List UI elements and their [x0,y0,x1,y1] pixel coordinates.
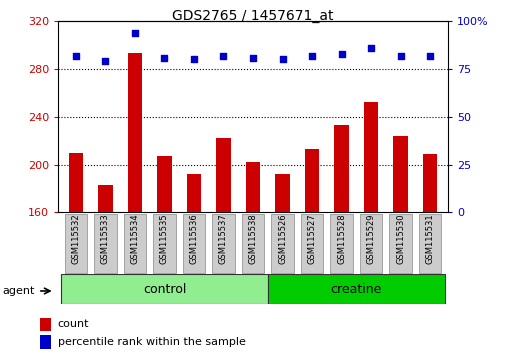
FancyBboxPatch shape [418,214,440,273]
FancyBboxPatch shape [212,214,234,273]
Bar [275,174,289,354]
FancyBboxPatch shape [359,214,382,273]
Text: GSM115536: GSM115536 [189,214,198,264]
FancyBboxPatch shape [61,274,267,304]
FancyBboxPatch shape [241,214,264,273]
Text: GSM115535: GSM115535 [160,214,169,264]
Point [366,45,374,51]
Text: control: control [142,283,186,296]
Point [101,58,109,64]
Bar [157,156,172,354]
Bar [304,149,319,354]
Point [308,53,316,58]
FancyBboxPatch shape [182,214,205,273]
Text: percentile rank within the sample: percentile rank within the sample [58,337,245,347]
Point [396,53,404,58]
Text: GSM115528: GSM115528 [336,214,345,264]
FancyBboxPatch shape [330,214,352,273]
Bar [98,185,113,354]
Text: creatine: creatine [330,283,381,296]
Text: GSM115533: GSM115533 [100,214,110,264]
Text: GSM115530: GSM115530 [395,214,405,264]
FancyBboxPatch shape [300,214,323,273]
Text: GSM115531: GSM115531 [425,214,434,264]
Point [425,53,433,58]
Bar [216,138,230,354]
Point [160,55,168,61]
Text: count: count [58,319,89,329]
FancyBboxPatch shape [389,214,411,273]
Point [72,53,80,58]
Bar [68,153,83,354]
Point [248,55,257,61]
Text: GSM115534: GSM115534 [130,214,139,264]
Bar [245,162,260,354]
FancyBboxPatch shape [123,214,146,273]
FancyBboxPatch shape [65,214,87,273]
Text: GSM115532: GSM115532 [71,214,80,264]
Text: agent: agent [3,286,35,296]
FancyBboxPatch shape [94,214,116,273]
Bar [127,53,142,354]
Point [189,57,197,62]
Point [219,53,227,58]
FancyBboxPatch shape [153,214,175,273]
Point [337,51,345,57]
FancyBboxPatch shape [271,214,293,273]
FancyBboxPatch shape [267,274,444,304]
Bar [392,136,407,354]
Bar [363,102,378,354]
Bar [333,125,348,354]
Bar [40,318,51,331]
Text: GSM115537: GSM115537 [219,214,228,264]
Text: GSM115538: GSM115538 [248,214,257,264]
Bar [186,174,201,354]
Point [278,57,286,62]
Text: GSM115527: GSM115527 [307,214,316,264]
Point [131,30,139,35]
Text: GSM115526: GSM115526 [277,214,286,264]
Text: GDS2765 / 1457671_at: GDS2765 / 1457671_at [172,9,333,23]
Bar [40,335,51,349]
Text: GSM115529: GSM115529 [366,214,375,264]
Bar [422,154,437,354]
